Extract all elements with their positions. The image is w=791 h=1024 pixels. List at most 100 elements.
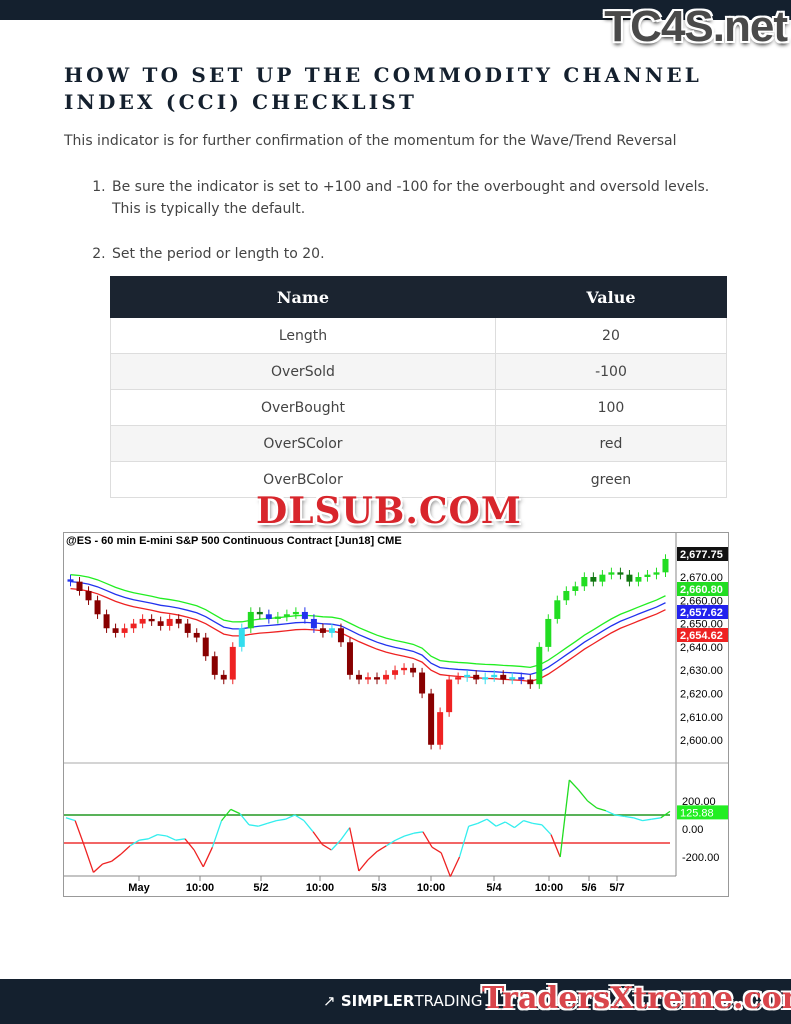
cci-line-segment [285, 814, 296, 820]
table-row: OverSColor red [110, 425, 728, 462]
candle-body [256, 611, 263, 615]
time-tick-label: 5/4 [486, 882, 502, 894]
candle-body [428, 693, 435, 745]
candle-body [202, 637, 209, 657]
price-tick-label: 2,640.00 [680, 642, 723, 654]
candle-body [482, 677, 489, 680]
middle-band-line [70, 581, 666, 676]
price-label-box [677, 605, 728, 619]
cci-line-segment [74, 820, 85, 847]
cci-line-segment [385, 839, 396, 847]
candle-body [563, 590, 570, 601]
candle-body [662, 558, 669, 573]
candle-body [337, 628, 344, 643]
cci-line-segment [422, 831, 433, 848]
cell-name: OverBought [110, 389, 496, 426]
candle-body [635, 577, 642, 582]
cell-value: green [494, 461, 728, 498]
price-tick-label: 2,620.00 [680, 689, 723, 701]
candle-body [220, 674, 227, 680]
cci-line-segment [404, 832, 414, 837]
cci-line-segment [294, 814, 305, 822]
cci-line-segment [312, 831, 323, 845]
cci-last-label: 125.88 [680, 807, 714, 819]
cci-line-segment [449, 856, 461, 877]
candle-body [121, 628, 128, 633]
cci-line-segment [321, 843, 332, 851]
price-tick-label: 2,630.00 [680, 665, 723, 677]
cci-tick-label: 200.00 [682, 796, 716, 808]
steps-list: Be sure the indicator is set to +100 and… [64, 176, 730, 265]
time-tick-label: 5/3 [371, 882, 386, 894]
candle-body [572, 586, 579, 591]
candle-body [608, 572, 615, 575]
cci-line-segment [120, 845, 131, 855]
cci-line-segment [221, 808, 232, 822]
cci-line-segment [624, 815, 634, 819]
price-label-box [677, 628, 728, 642]
cci-line-segment [559, 779, 570, 858]
cci-line-segment [202, 846, 214, 868]
price-label: 2,657.62 [680, 607, 723, 619]
cell-value: 20 [494, 317, 728, 354]
candle-body [94, 600, 101, 615]
cci-line-segment [139, 838, 149, 841]
cci-line-segment [111, 853, 122, 862]
candle-body [581, 577, 588, 587]
candle-body [292, 611, 299, 615]
cci-line-segment [267, 819, 277, 825]
table-row: OverBColor green [110, 461, 728, 498]
candle-body [590, 577, 597, 582]
candle-body [545, 618, 552, 647]
cci-line-segment [303, 820, 314, 833]
cell-value: -100 [494, 353, 728, 390]
candle-body [184, 623, 191, 633]
chart-title: @ES - 60 min E-mini S&P 500 Continuous C… [66, 535, 402, 547]
cci-line-segment [514, 820, 524, 829]
cci-line-segment [367, 850, 378, 861]
candle-body [103, 614, 110, 629]
cci-line-segment [651, 817, 661, 820]
cci-line-segment [175, 838, 186, 841]
candle-body [644, 574, 651, 577]
cci-line-segment [93, 863, 104, 873]
column-header-value: Value [494, 276, 728, 318]
price-tick-label: 2,610.00 [680, 712, 723, 724]
time-tick-label: May [128, 882, 150, 894]
cci-line-segment [596, 807, 607, 812]
upper-band-line [70, 574, 666, 669]
cci-line-segment [440, 852, 451, 877]
candle-body [374, 677, 381, 680]
cell-name: Length [110, 317, 496, 354]
price-label: 2,677.75 [680, 549, 723, 561]
cci-line-segment [102, 860, 112, 865]
candle-body [211, 656, 218, 675]
trend-circle-icon: ↗︎ [323, 992, 336, 1010]
candle-body [437, 712, 444, 745]
cci-line-segment [577, 789, 589, 802]
time-tick-label: 10:00 [417, 882, 445, 894]
price-tick-label: 2,600.00 [680, 735, 723, 747]
price-tick-label: 2,660.00 [680, 595, 723, 607]
candle-body [112, 628, 119, 633]
candle-body [319, 628, 326, 633]
time-tick-label: 10:00 [306, 882, 334, 894]
price-chart: 2,670.00 2,660.00 2,650.00 2,640.00 2,630.00… [63, 532, 729, 897]
cci-line-segment [568, 779, 579, 791]
candle-body [346, 642, 353, 675]
table-row: OverSold -100 [110, 353, 728, 390]
cci-line-segment [660, 810, 671, 819]
cci-tick-label: -200.00 [682, 852, 719, 864]
candle-body [617, 572, 624, 575]
cci-line-segment [642, 818, 652, 822]
candle-body [274, 616, 281, 619]
price-label-box [677, 582, 728, 596]
candle-body [500, 674, 507, 680]
brand-light: TRADING [414, 992, 483, 1010]
cci-line-segment [129, 839, 140, 847]
simpler-trading-logo: ↗︎ SIMPLERTRADING [323, 992, 483, 1010]
candle-body [157, 621, 164, 626]
candle-body [247, 611, 254, 629]
time-tick-label: 5/7 [609, 882, 624, 894]
